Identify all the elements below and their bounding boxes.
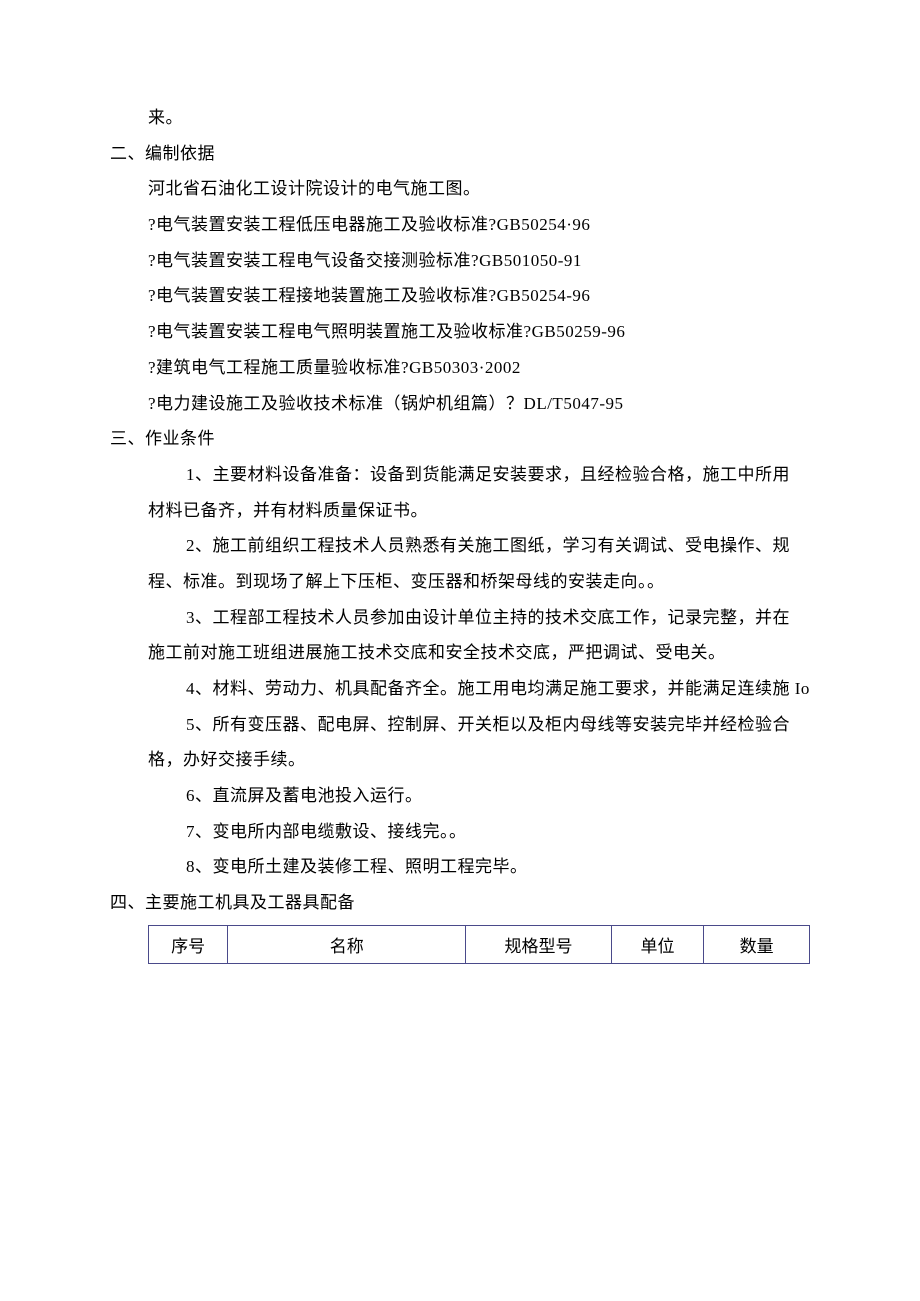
section-4-heading: 四、主要施工机具及工器具配备 [110,885,810,921]
condition-2-a: 2、施工前组织工程技术人员熟悉有关施工图纸，学习有关调试、受电操作、规 [110,528,810,564]
basis-line-2: ?电气装置安装工程低压电器施工及验收标准?GB50254·96 [110,207,810,243]
condition-4: 4、材料、劳动力、机具配备齐全。施工用电均满足施工要求，并能满足连续施 Io [110,671,810,707]
basis-line-7: ?电力建设施工及验收技术标准（锅炉机组篇）？DL/T5047-95 [110,386,810,422]
equipment-table: 序号 名称 规格型号 单位 数量 [148,925,810,964]
section-2-heading: 二、编制依据 [110,136,810,172]
condition-6: 6、直流屏及蓄电池投入运行。 [110,778,810,814]
th-qty: 数量 [704,925,810,963]
th-spec: 规格型号 [466,925,611,963]
basis-line-1: 河北省石油化工设计院设计的电气施工图。 [110,171,810,207]
th-seq: 序号 [149,925,228,963]
equipment-table-wrap: 序号 名称 规格型号 单位 数量 [110,925,810,964]
th-name: 名称 [228,925,466,963]
basis-line-3: ?电气装置安装工程电气设备交接测验标准?GB501050-91 [110,243,810,279]
condition-1-a: 1、主要材料设备准备：设备到货能满足安装要求，且经检验合格，施工中所用 [110,457,810,493]
basis-line-4: ?电气装置安装工程接地装置施工及验收标准?GB50254-96 [110,278,810,314]
section-3-heading: 三、作业条件 [110,421,810,457]
condition-3-b: 施工前对施工班组进展施工技术交底和安全技术交底，严把调试、受电关。 [110,635,810,671]
condition-8: 8、变电所土建及装修工程、照明工程完毕。 [110,849,810,885]
condition-7: 7、变电所内部电缆敷设、接线完。。 [110,814,810,850]
condition-5-b: 格，办好交接手续。 [110,742,810,778]
condition-1-b: 材料已备齐，并有材料质量保证书。 [110,493,810,529]
condition-5-a: 5、所有变压器、配电屏、控制屏、开关柜以及柜内母线等安装完毕并经检验合 [110,707,810,743]
condition-2-b: 程、标准。到现场了解上下压柜、变压器和桥架母线的安装走向。。 [110,564,810,600]
continued-text: 来。 [110,100,810,136]
th-unit: 单位 [611,925,704,963]
condition-3-a: 3、工程部工程技术人员参加由设计单位主持的技术交底工作，记录完整，并在 [110,600,810,636]
basis-line-6: ?建筑电气工程施工质量验收标准?GB50303·2002 [110,350,810,386]
basis-line-5: ?电气装置安装工程电气照明装置施工及验收标准?GB50259-96 [110,314,810,350]
table-header-row: 序号 名称 规格型号 单位 数量 [149,925,810,963]
